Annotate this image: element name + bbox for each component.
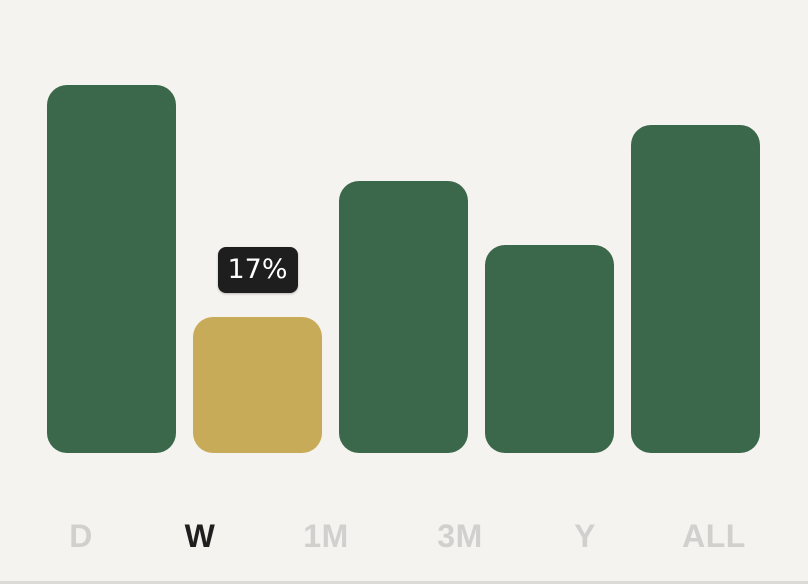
bar-3m[interactable] (485, 245, 614, 453)
bar-d[interactable] (47, 85, 176, 453)
tab-all[interactable]: ALL (682, 518, 746, 554)
tab-1-month[interactable]: 1M (303, 518, 349, 554)
tab-day[interactable]: D (69, 518, 93, 554)
value-tooltip: 17% (217, 247, 298, 293)
tab-year[interactable]: Y (574, 518, 596, 554)
tab-3-months[interactable]: 3M (437, 518, 483, 554)
bar-y[interactable] (631, 125, 760, 453)
bar-1m[interactable] (339, 181, 468, 453)
bar-w[interactable] (193, 317, 322, 453)
bottom-divider (0, 581, 808, 584)
tab-week[interactable]: W (184, 518, 216, 554)
